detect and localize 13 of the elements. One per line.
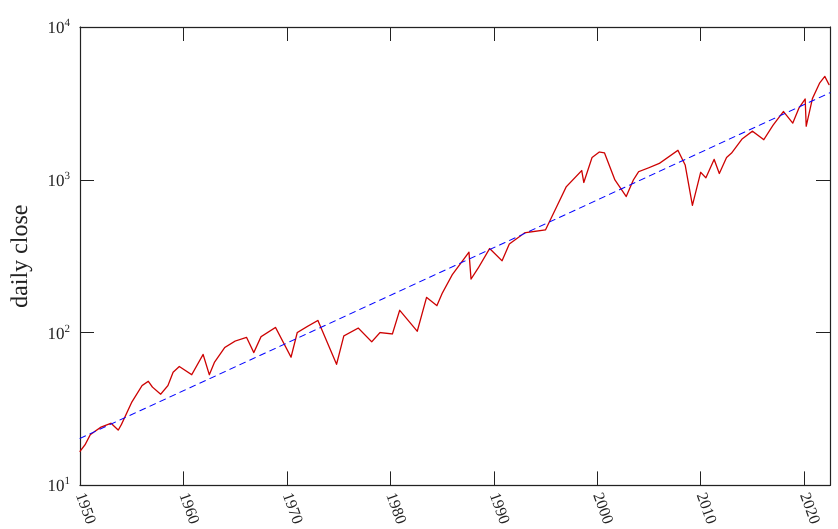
x-tick-label: 2010 xyxy=(692,490,720,526)
y-axis-title: daily close xyxy=(7,204,33,308)
y-tick-label: 10$^{4}$ xyxy=(48,17,70,37)
y-tick-label: 10$^{2}$ xyxy=(48,322,70,342)
x-tick-label: 1980 xyxy=(382,490,410,526)
x-tick-label: 1960 xyxy=(175,490,202,526)
x-tick-label: 1970 xyxy=(278,490,306,526)
x-tick-label: 1990 xyxy=(486,490,513,526)
x-tick-label: 2020 xyxy=(796,490,824,526)
x-tick-label: 2000 xyxy=(589,490,616,526)
y-tick-label: 10$^{3}$ xyxy=(48,170,70,190)
y-tick-label: 10$^{1}$ xyxy=(48,476,70,496)
x-tick-label: 1950 xyxy=(72,490,99,526)
